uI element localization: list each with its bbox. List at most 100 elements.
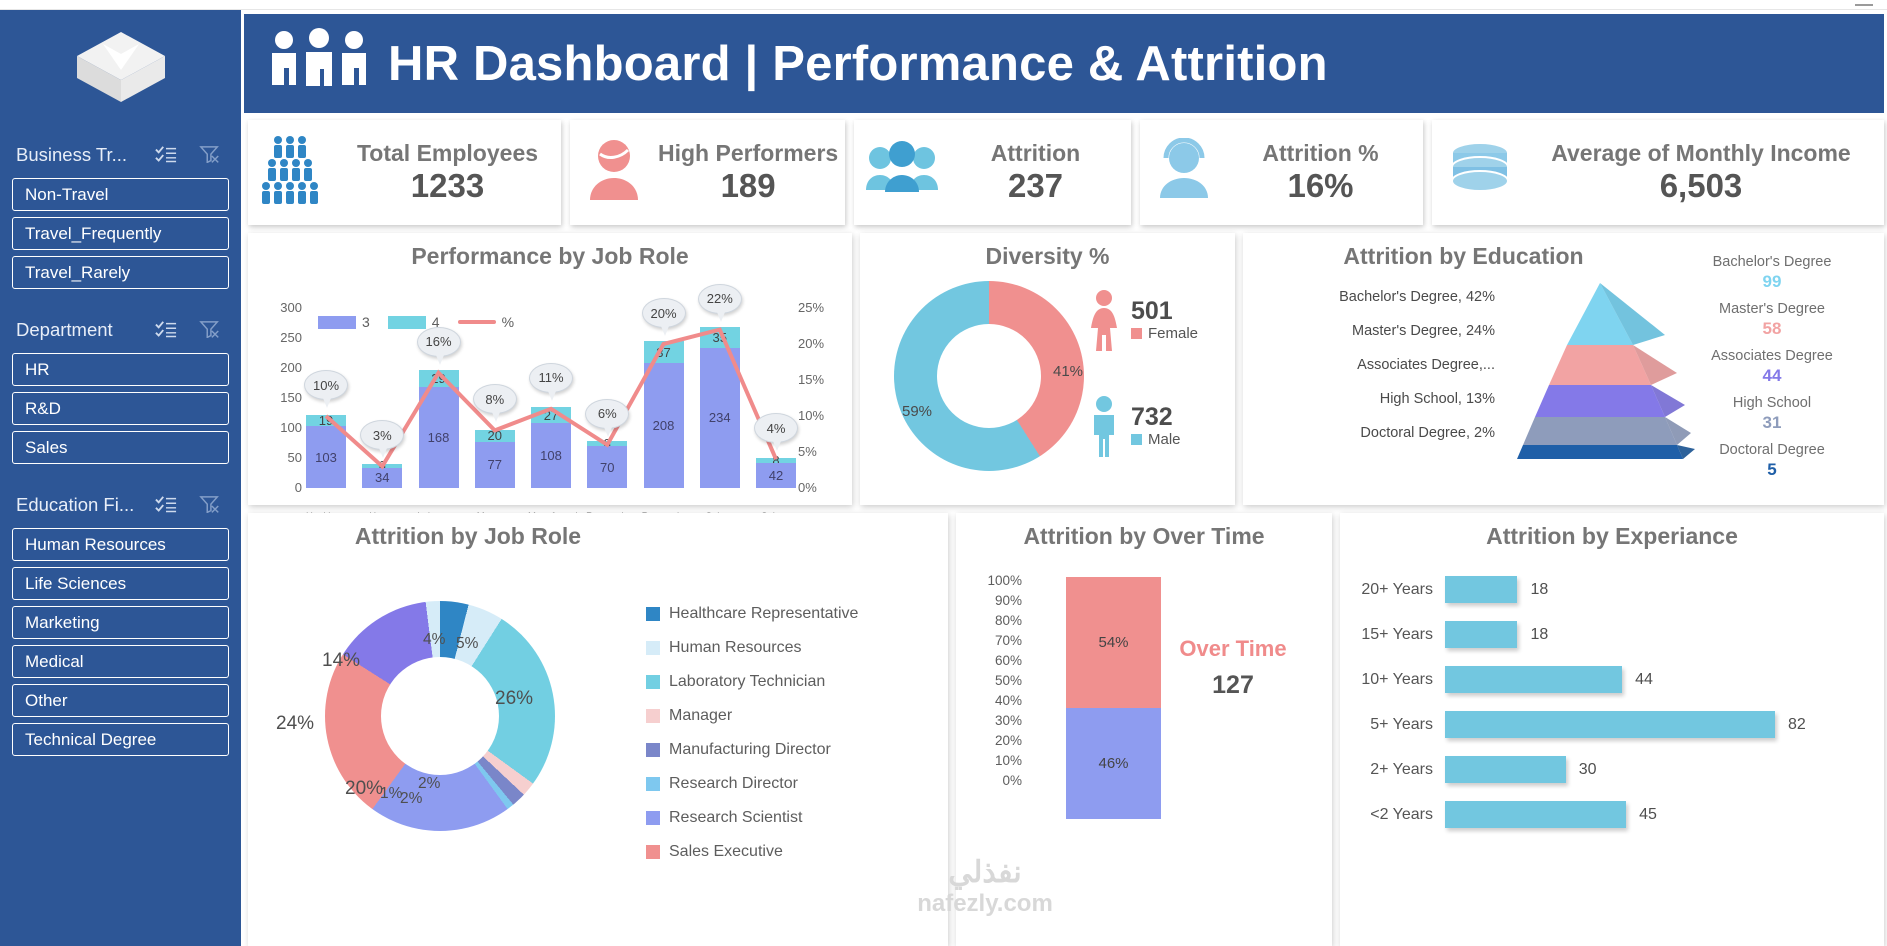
bar-column[interactable]: 35 234 [699,308,740,488]
bar-segment-3[interactable]: 103 [306,426,346,488]
bar-series: 19 103 6 34 29 168 20 77 27 108 8 70 37 208 35 234 8 42 [306,308,796,488]
slicer-item[interactable]: Life Sciences [12,567,229,600]
slicer-item[interactable]: Human Resources [12,528,229,561]
bar-row[interactable]: <2 Years 45 [1350,792,1874,837]
slicer-item[interactable]: Travel_Rarely [12,256,229,289]
slicer-item[interactable]: Marketing [12,606,229,639]
kpi-value: 189 [720,166,776,204]
y-axis-tick: 0% [1002,773,1022,788]
clear-filter-icon[interactable] [199,495,221,515]
kpi-label: Average of Monthly Income [1551,140,1851,167]
multi-select-icon[interactable] [155,495,177,515]
legend-item[interactable]: Manufacturing Director [646,733,858,767]
bar-label: 15+ Years [1361,625,1433,643]
bar-column[interactable]: 20 77 [474,308,515,488]
legend-item[interactable]: Human Resources [646,631,858,665]
bar-row[interactable]: 5+ Years 82 [1350,702,1874,747]
bar[interactable] [1445,711,1775,738]
kpi-value: 1233 [410,166,485,204]
legend-item[interactable]: Research Scientist [646,801,858,835]
bar-segment-3[interactable]: 77 [474,441,515,488]
clear-filter-icon[interactable] [199,145,221,165]
bar[interactable] [1445,576,1518,603]
bar[interactable] [1445,666,1623,693]
bar-row[interactable]: 15+ Years 18 [1350,612,1874,657]
legend-item[interactable]: Sales Executive [646,835,858,869]
bar-segment-3[interactable]: 234 [699,347,740,488]
kpi-card-high-performers[interactable]: High Performers 189 [570,120,845,225]
bar-value: 30 [1578,760,1597,778]
legend-item[interactable]: Healthcare Representative [646,597,858,631]
over-time-label: Over Time [1179,636,1287,661]
kpi-label: Attrition % [1262,140,1379,167]
kpi-card-attrition[interactable]: Attrition 237 [854,120,1131,225]
slicer-item[interactable]: R&D [12,392,229,425]
kpi-card-attrition-pct[interactable]: Attrition % 16% [1140,120,1423,225]
slicer-item[interactable]: Non-Travel [12,178,229,211]
legend-label: Human Resources [669,639,802,656]
education-callout-labels: Bachelor's Degree, 42% Master's Degree, 2… [1255,289,1495,459]
bar-segment-4[interactable]: 37 [643,341,684,364]
slice-label-8: 14% [322,650,361,671]
bar-segment-no[interactable]: 46% [1066,707,1161,819]
pyramid-chart[interactable] [1505,277,1695,477]
legend-item[interactable]: Laboratory Technician [646,665,858,699]
education-value: 5 [1767,460,1777,480]
legend-item-pct[interactable]: % [457,314,514,330]
legend-item-4[interactable]: 4 [387,314,440,330]
bar-segment-3[interactable]: 168 [418,387,459,488]
slicer-item[interactable]: Medical [12,645,229,678]
slicer-item[interactable]: Sales [12,431,229,464]
y-axis-tick: 70% [994,633,1022,648]
bar[interactable] [1445,801,1627,828]
chart-title: Attrition by Job Role [354,523,582,549]
people-pyramid-icon [258,132,334,213]
bar[interactable] [1445,756,1566,783]
y-axis-tick: 100 [280,420,302,435]
kpi-card-total-employees[interactable]: Total Employees 1233 [248,120,561,225]
bar-segment-3[interactable]: 70 [587,446,628,488]
bar-label: 2+ Years [1370,760,1433,778]
donut-chart[interactable] [894,281,1084,471]
minimize-icon[interactable] [1855,0,1873,6]
bar-row[interactable]: 2+ Years 30 [1350,747,1874,792]
stacked-bar[interactable]: 54% 46% [1066,577,1161,819]
education-name: Associates Degree [1711,348,1833,365]
multi-select-icon[interactable] [155,320,177,340]
bar-row[interactable]: 20+ Years 18 [1350,567,1874,612]
legend-label: Manager [669,707,733,724]
percent-callout: 11% [529,362,573,401]
slicer-item[interactable]: Other [12,684,229,717]
education-name: Master's Degree [1719,301,1825,318]
bar-value: 45 [1639,805,1657,823]
legend-item[interactable]: Research Director [646,767,858,801]
donut-chart[interactable] [325,601,555,831]
multi-select-icon[interactable] [155,145,177,165]
bar-row[interactable]: 10+ Years 44 [1350,657,1874,702]
kpi-value: 6,503 [1659,166,1743,204]
bar-column[interactable]: 37 208 [643,308,684,488]
bar-column[interactable]: 8 42 [756,308,796,488]
kpi-card-avg-monthly-income[interactable]: Average of Monthly Income 6,503 [1432,120,1884,225]
bar-segment-3[interactable]: 108 [531,423,571,488]
bar-column[interactable]: 8 70 [587,308,628,488]
bar-column[interactable]: 19 103 [306,308,346,488]
slice-label-male: 59% [902,403,933,420]
chart-diversity: Diversity % 41% 59% 501 Female [860,233,1235,505]
legend-item[interactable]: Manager [646,699,858,733]
slicer-item[interactable]: Technical Degree [12,723,229,756]
bar-segment-3[interactable]: 208 [643,363,684,488]
clear-filter-icon[interactable] [199,320,221,340]
bar-column[interactable]: 29 168 [418,308,459,488]
bar-segment-3[interactable]: 34 [362,467,403,488]
legend-item-3[interactable]: 3 [318,314,370,330]
bar-segment-4[interactable]: 8 [756,453,796,468]
slicer-item[interactable]: Travel_Frequently [12,217,229,250]
bar-segment-3[interactable]: 42 [756,462,796,488]
slicer-item[interactable]: HR [12,353,229,386]
bar[interactable] [1445,621,1518,648]
sidebar: Business Tr... Non-Travel Travel_Frequen… [0,10,241,946]
bar-segment-4[interactable]: 20 [474,428,515,443]
legend-swatch [1131,327,1142,339]
bar-segment-yes[interactable]: 54% [1066,577,1161,708]
